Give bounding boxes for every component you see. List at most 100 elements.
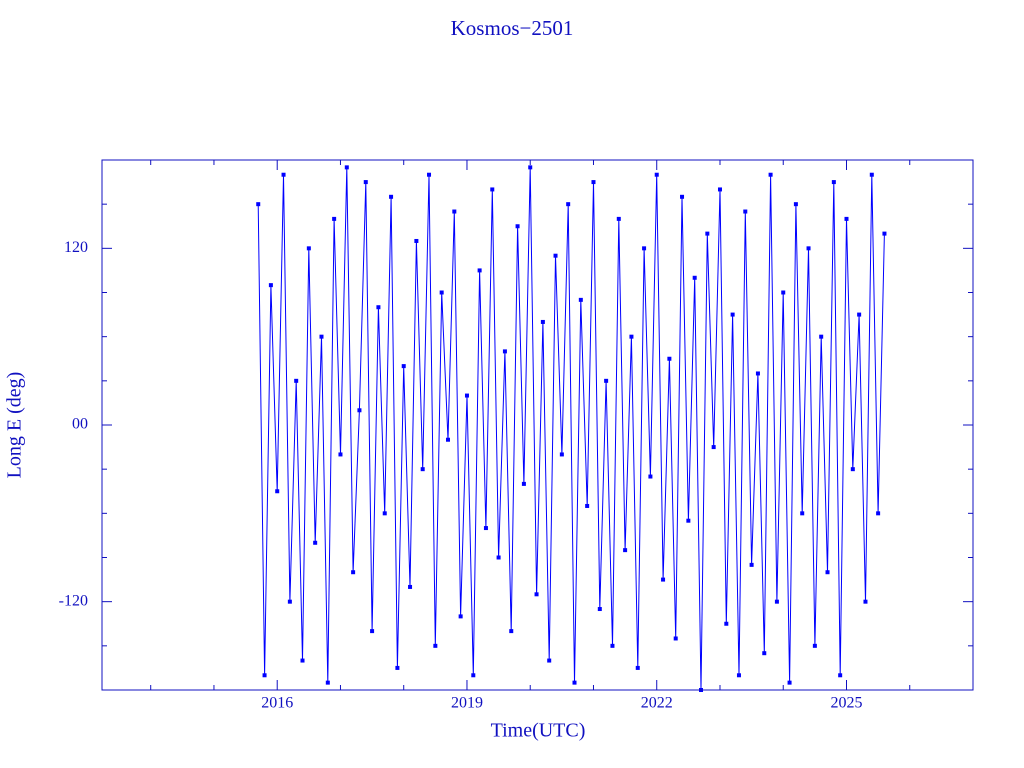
data-point xyxy=(351,570,356,575)
data-point xyxy=(743,209,748,214)
data-point xyxy=(863,599,868,604)
data-point xyxy=(730,312,735,317)
data-point xyxy=(629,334,634,339)
data-point xyxy=(831,180,836,185)
data-point xyxy=(553,253,558,258)
data-point xyxy=(781,290,786,295)
data-point xyxy=(439,290,444,295)
data-point xyxy=(724,621,729,626)
data-point xyxy=(844,216,849,221)
data-point xyxy=(414,238,419,243)
data-point xyxy=(502,349,507,354)
data-point xyxy=(559,452,564,457)
data-point xyxy=(705,231,710,236)
data-point xyxy=(256,202,261,207)
data-point xyxy=(774,599,779,604)
data-point xyxy=(376,305,381,310)
data-point xyxy=(673,636,678,641)
data-point xyxy=(711,445,716,450)
data-point xyxy=(445,437,450,442)
data-point xyxy=(762,651,767,656)
data-point xyxy=(623,548,628,553)
data-point xyxy=(540,319,545,324)
data-point xyxy=(736,673,741,678)
y-tick-label: -120 xyxy=(59,592,88,609)
data-point xyxy=(819,334,824,339)
data-point xyxy=(344,165,349,170)
data-point xyxy=(882,231,887,236)
data-point xyxy=(471,673,476,678)
data-point xyxy=(635,665,640,670)
data-point xyxy=(275,489,280,494)
data-point xyxy=(787,680,792,685)
data-point xyxy=(692,275,697,280)
plot-frame xyxy=(101,159,974,691)
data-point xyxy=(755,371,760,376)
data-point xyxy=(515,224,520,229)
data-point xyxy=(395,665,400,670)
data-point xyxy=(572,680,577,685)
data-point xyxy=(477,268,482,273)
data-point xyxy=(686,518,691,523)
data-point xyxy=(825,570,830,575)
data-point xyxy=(401,364,406,369)
data-point xyxy=(287,599,292,604)
data-point xyxy=(850,467,855,472)
x-tick-label: 2016 xyxy=(261,695,293,712)
data-point xyxy=(452,209,457,214)
data-point xyxy=(420,467,425,472)
data-point xyxy=(534,592,539,597)
data-point xyxy=(585,503,590,508)
data-point xyxy=(294,378,299,383)
data-point xyxy=(547,658,552,663)
data-point xyxy=(680,194,685,199)
data-point xyxy=(793,202,798,207)
data-point xyxy=(427,172,432,177)
data-point xyxy=(642,246,647,251)
data-point xyxy=(433,643,438,648)
data-point xyxy=(300,658,305,663)
data-point xyxy=(268,283,273,288)
data-point xyxy=(509,629,514,634)
data-point xyxy=(654,172,659,177)
data-point xyxy=(458,614,463,619)
data-point xyxy=(591,180,596,185)
data-point xyxy=(281,172,286,177)
data-point xyxy=(800,511,805,516)
data-point xyxy=(528,165,533,170)
data-point xyxy=(610,643,615,648)
data-point xyxy=(389,194,394,199)
x-tick-label: 2019 xyxy=(451,695,483,712)
data-point xyxy=(262,673,267,678)
y-tick-label: 00 xyxy=(72,416,88,433)
x-tick-label: 2022 xyxy=(641,695,673,712)
y-tick-label: 120 xyxy=(64,239,88,256)
data-point xyxy=(838,673,843,678)
data-line xyxy=(257,167,885,691)
x-tick-label: 2025 xyxy=(830,695,862,712)
data-point xyxy=(313,540,318,545)
data-point xyxy=(812,643,817,648)
data-point xyxy=(749,562,754,567)
data-point xyxy=(566,202,571,207)
data-point xyxy=(661,577,666,582)
data-point xyxy=(806,246,811,251)
data-point xyxy=(332,216,337,221)
chart-title: Kosmos−2501 xyxy=(451,16,574,40)
data-point xyxy=(338,452,343,457)
data-point xyxy=(363,180,368,185)
data-point xyxy=(578,297,583,302)
x-axis-label: Time(UTC) xyxy=(491,720,586,742)
data-point xyxy=(357,408,362,413)
data-point xyxy=(521,481,526,486)
y-axis-label: Long E (deg) xyxy=(4,372,26,479)
data-point xyxy=(597,607,602,612)
data-point xyxy=(382,511,387,516)
data-point xyxy=(483,526,488,531)
data-point xyxy=(306,246,311,251)
data-point xyxy=(464,393,469,398)
data-point xyxy=(876,511,881,516)
data-point xyxy=(857,312,862,317)
data-point xyxy=(667,356,672,361)
